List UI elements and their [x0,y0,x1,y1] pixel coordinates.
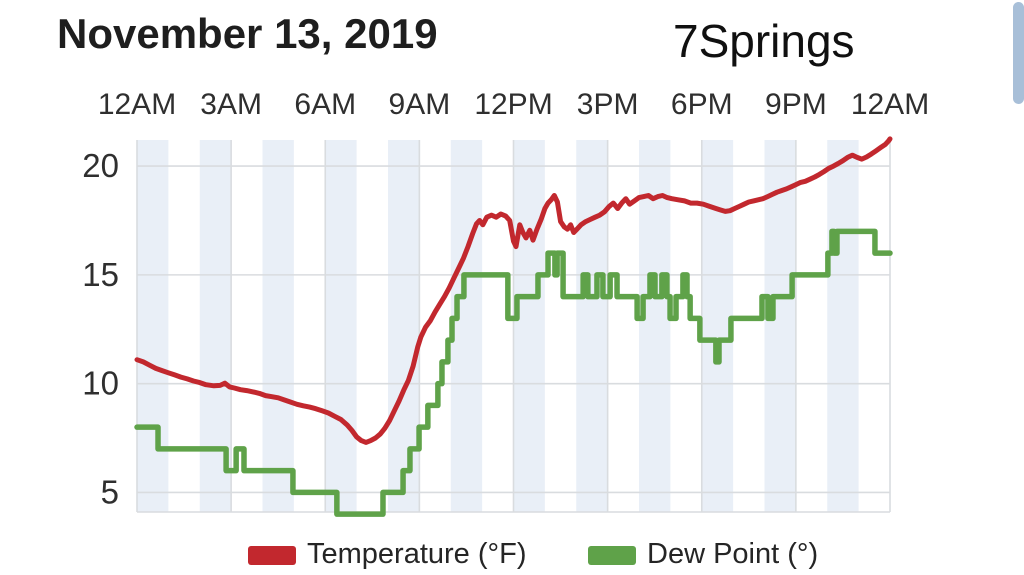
temperature-legend-swatch [248,546,296,565]
x-axis-labels: 12AM 3AM 6AM 9AM 12PM 3PM 6PM 9PM 12AM [98,88,929,121]
y-tick-label: 5 [101,473,119,510]
x-tick-label: 6PM [671,88,733,121]
station-name: 7Springs [673,15,855,67]
x-tick-label: 9AM [389,88,451,121]
x-tick-label: 12AM [98,88,176,121]
dew-point-legend-swatch [588,546,636,565]
scrollbar-thumb[interactable] [1013,2,1024,104]
page-title-date: November 13, 2019 [57,10,438,57]
y-tick-label: 15 [82,256,119,293]
x-tick-label: 3AM [200,88,262,121]
y-tick-label: 20 [82,147,119,184]
x-tick-label: 3PM [577,88,639,121]
chart-legend: Temperature (°F) Dew Point (°) [0,538,1024,574]
x-tick-label: 12AM [851,88,929,121]
x-tick-label: 9PM [765,88,827,121]
x-tick-label: 12PM [474,88,552,121]
hour-bands [137,140,859,512]
temperature-line [134,136,893,445]
dew-point-legend-label: Dew Point (°) [647,538,819,570]
temperature-legend-label: Temperature (°F) [307,538,527,570]
y-axis-labels: 20 15 10 5 [82,147,119,510]
y-tick-label: 10 [82,365,119,402]
dew-point-line [134,228,893,517]
x-tick-label: 6AM [294,88,356,121]
